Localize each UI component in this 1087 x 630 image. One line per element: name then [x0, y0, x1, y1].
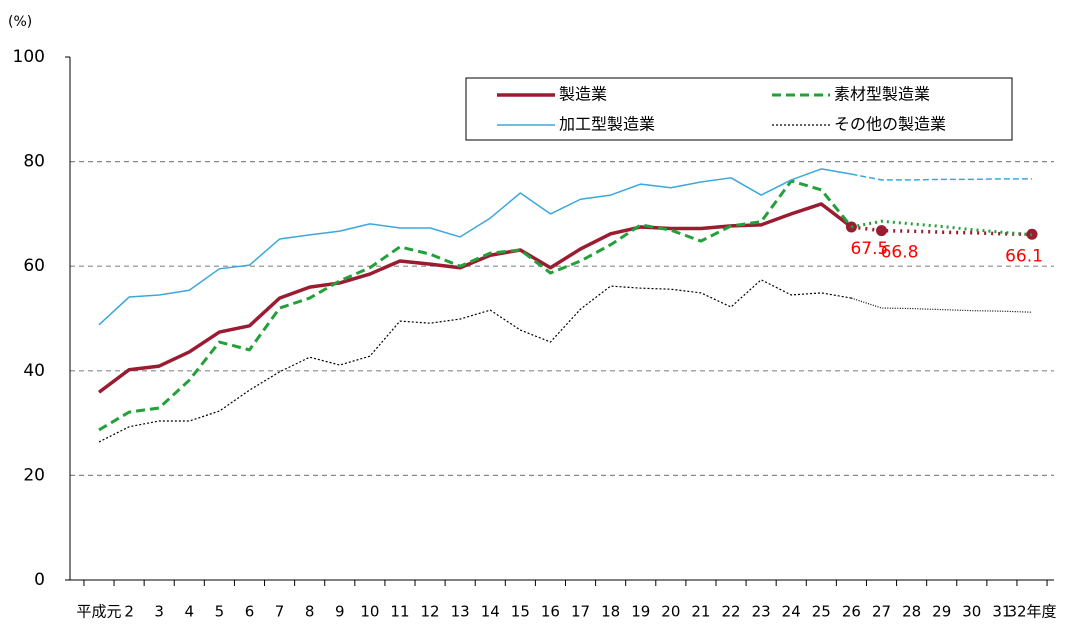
x-tick-label: 30 — [962, 603, 981, 621]
y-tick-label: 100 — [13, 47, 45, 67]
x-tick-label: 4 — [185, 603, 195, 621]
x-tick-label: 16 — [541, 603, 560, 621]
legend-label: 加工型製造業 — [559, 115, 655, 134]
y-unit-label: (%) — [8, 14, 32, 30]
legend-label: 製造業 — [559, 85, 607, 104]
forecast-line — [851, 173, 1032, 181]
x-tick-label: 20 — [661, 603, 680, 621]
x-tick-label: 32年度 — [1007, 603, 1056, 621]
x-tick-label: 9 — [335, 603, 345, 621]
x-tick-label: 18 — [601, 603, 620, 621]
forecast-line — [851, 297, 1033, 313]
x-tick-label: 25 — [812, 603, 831, 621]
x-tick-label: 19 — [631, 603, 650, 621]
x-tick-label: 7 — [275, 603, 285, 621]
series-line — [98, 279, 852, 443]
y-tick-label: 20 — [23, 465, 45, 485]
x-tick-label: 11 — [390, 603, 409, 621]
x-tick-label: 6 — [245, 603, 255, 621]
series-line — [98, 179, 853, 432]
data-label: 66.8 — [881, 243, 919, 263]
x-tick-label: 31 — [992, 603, 1011, 621]
y-tick-label: 40 — [23, 361, 45, 381]
legend-box — [465, 77, 1013, 141]
x-tick-label: 29 — [932, 603, 951, 621]
series-line — [97, 202, 853, 394]
x-tick-label: 14 — [481, 603, 500, 621]
series-line — [98, 168, 852, 326]
x-tick-label: 5 — [215, 603, 225, 621]
x-tick-label: 26 — [842, 603, 861, 621]
data-label: 66.1 — [1005, 246, 1043, 266]
y-tick-label: 0 — [34, 570, 45, 590]
x-tick-label: 8 — [305, 603, 315, 621]
x-tick-label: 15 — [511, 603, 530, 621]
x-tick-label: 21 — [691, 603, 710, 621]
x-tick-label: 13 — [451, 603, 470, 621]
x-tick-label: 12 — [421, 603, 440, 621]
x-tick-label: 10 — [360, 603, 379, 621]
point-marker — [876, 225, 888, 237]
y-tick-label: 60 — [23, 256, 45, 276]
legend-label: その他の製造業 — [834, 115, 946, 134]
x-tick-label: 2 — [124, 603, 134, 621]
forecast-line — [851, 219, 1033, 237]
x-tick-label: 28 — [902, 603, 921, 621]
x-tick-label: 3 — [154, 603, 164, 621]
legend-label: 素材型製造業 — [834, 85, 930, 104]
x-tick-label: 24 — [782, 603, 801, 621]
x-tick-label: 27 — [872, 603, 891, 621]
x-tick-label: 17 — [571, 603, 590, 621]
y-tick-label: 80 — [23, 152, 45, 172]
data-label: 67.5 — [850, 239, 888, 259]
x-tick-label: 23 — [752, 603, 771, 621]
x-tick-label: 22 — [721, 603, 740, 621]
x-tick-label: 平成元 — [76, 603, 121, 621]
